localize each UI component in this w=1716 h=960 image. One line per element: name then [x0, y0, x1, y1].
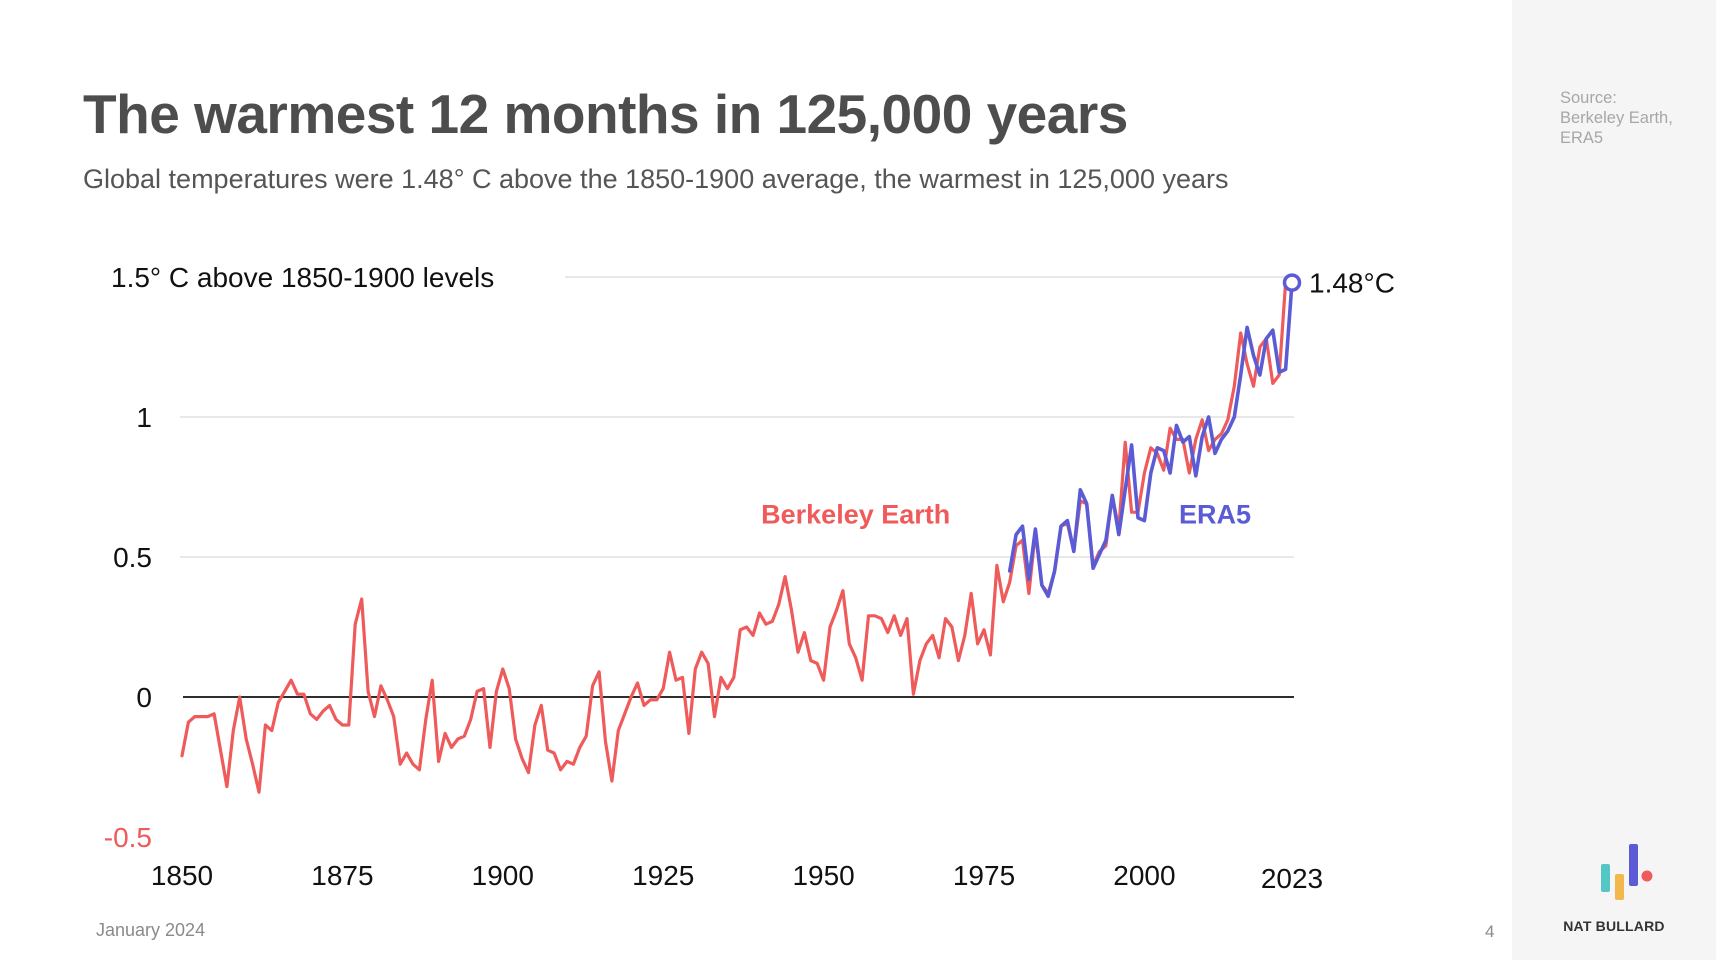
source-note: Source: Berkeley Earth, ERA5: [1560, 88, 1700, 148]
y-tick-label: 1: [136, 402, 152, 433]
series-line-era5: [1007, 280, 1294, 599]
x-tick-label: 1850: [151, 860, 213, 891]
gridlines: [180, 276, 1294, 698]
slide: [0, 0, 1512, 960]
y-tick-label: 1.5° C above 1850-1900 levels: [111, 262, 494, 293]
endpoint-value-label: 1.48°C: [1309, 268, 1395, 299]
source-label: Source:: [1560, 89, 1617, 107]
sidebar-panel: [1512, 0, 1716, 960]
series-lines: [180, 280, 1294, 794]
brand-logo-icon: [1601, 844, 1653, 900]
series-label-era5: ERA5: [1179, 499, 1251, 529]
end-annotation: 1.48°C: [1282, 268, 1395, 299]
footer-date: January 2024: [96, 920, 206, 940]
x-tick-label: 1925: [632, 860, 694, 891]
y-tick-label: 0.5: [113, 542, 152, 573]
y-tick-label: 0: [136, 682, 152, 713]
x-tick-label: 2023: [1261, 863, 1323, 894]
x-tick-label: 1875: [311, 860, 373, 891]
page-subtitle: Global temperatures were 1.48° C above t…: [83, 164, 1229, 194]
temperature-line-chart: 1.5° C above 1850-1900 levels 1 0.5 0 -0.5 1…: [104, 262, 1395, 894]
series-label-berkeley-earth: Berkeley Earth: [761, 499, 950, 529]
brand-name: NAT BULLARD: [1563, 918, 1665, 934]
x-tick-label: 1950: [792, 860, 854, 891]
endpoint-marker: [1282, 273, 1302, 292]
page-title: The warmest 12 months in 125,000 years: [83, 83, 1128, 145]
series-line-berkeley-earth: [180, 281, 1288, 794]
x-tick-label: 2000: [1113, 860, 1175, 891]
page-number: 4: [1485, 922, 1495, 941]
x-tick-label: 1975: [953, 860, 1015, 891]
source-value: Berkeley Earth, ERA5: [1560, 109, 1673, 147]
x-axis-labels: 1850 1875 1900 1925 1950 1975 2000 2023: [151, 860, 1323, 894]
y-axis-labels: 1.5° C above 1850-1900 levels 1 0.5 0 -0.5: [104, 262, 495, 853]
y-tick-label: -0.5: [104, 822, 152, 853]
series-labels: Berkeley Earth ERA5: [761, 499, 1251, 529]
x-tick-label: 1900: [472, 860, 534, 891]
